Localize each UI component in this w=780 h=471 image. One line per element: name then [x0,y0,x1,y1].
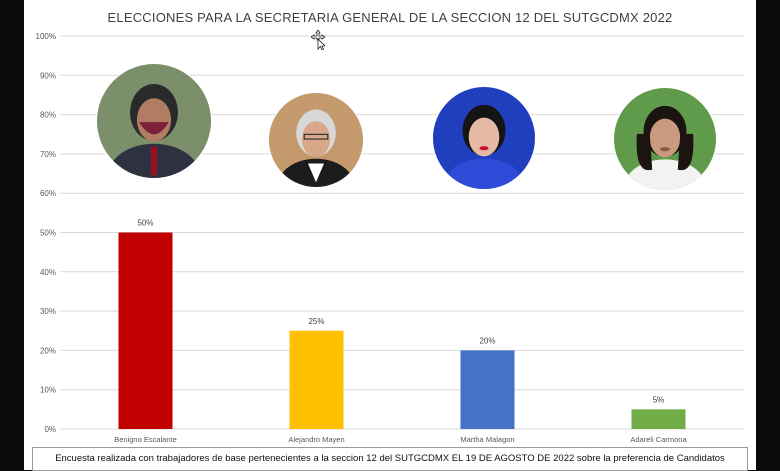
tie [151,146,157,176]
y-axis-ticks: 0% 10% 20% 30% 40% 50% 60% 70% 80% 90% 100% [36,32,56,434]
bar-2 [289,330,344,429]
x-tick-label: Benigno Escalante [114,435,177,444]
survey-caption: Encuesta realizada con trabajadores de b… [32,447,748,471]
y-tick-label: 40% [40,268,56,277]
data-label: 50% [137,219,153,228]
long-hair-right [677,133,694,171]
bar-4 [631,409,686,429]
x-tick-label: Martha Malagon [460,435,514,444]
lips [479,146,489,151]
face [468,117,500,157]
y-tick-label: 10% [40,386,56,395]
data-label: 25% [308,317,324,326]
chart-title: ELECCIONES PARA LA SECRETARIA GENERAL DE… [107,10,673,25]
face-mask [139,122,169,135]
photo-woman-blue [432,86,536,190]
glasses [303,133,329,140]
face [136,98,172,142]
data-label: 5% [653,395,665,404]
y-tick-label: 100% [36,32,56,41]
bar-1 [118,232,173,429]
long-hair-left [636,133,653,171]
photo-woman-long-hair [613,87,717,191]
move-cursor-icon [311,30,325,50]
x-axis-ticks: Benigno Escalante Alejandro Mayen Martha M… [114,435,687,444]
y-tick-label: 20% [40,346,56,355]
x-tick-label: Adareli Carmona [630,435,687,444]
y-tick-label: 30% [40,307,56,316]
y-tick-label: 80% [40,111,56,120]
y-tick-label: 90% [40,71,56,80]
face [649,118,681,158]
x-tick-label: Alejandro Mayen [288,435,344,444]
y-tick-label: 60% [40,189,56,198]
shoulders [443,158,525,189]
chart-area: ELECCIONES PARA LA SECRETARIA GENERAL DE… [24,0,756,471]
photo-man-glasses [268,92,364,188]
photo-content [433,87,535,189]
photo-content [269,93,363,187]
y-tick-label: 0% [44,425,56,434]
lips [659,147,671,152]
bars [118,232,686,429]
data-labels: 50% 25% 20% 5% [137,219,664,405]
photo-content [614,88,716,190]
photo-man-mask [96,63,212,179]
data-label: 20% [479,336,495,345]
y-tick-label: 50% [40,229,56,238]
bar-3 [460,350,515,429]
candidate-photos [96,63,717,191]
y-tick-label: 70% [40,150,56,159]
photo-content [97,64,211,178]
shoulders [624,159,706,190]
bar-chart: 0% 10% 20% 30% 40% 50% 60% 70% 80% 90% 100% 50% 25%… [36,32,744,444]
shirt-collar [308,163,324,183]
shoulders [278,158,354,187]
